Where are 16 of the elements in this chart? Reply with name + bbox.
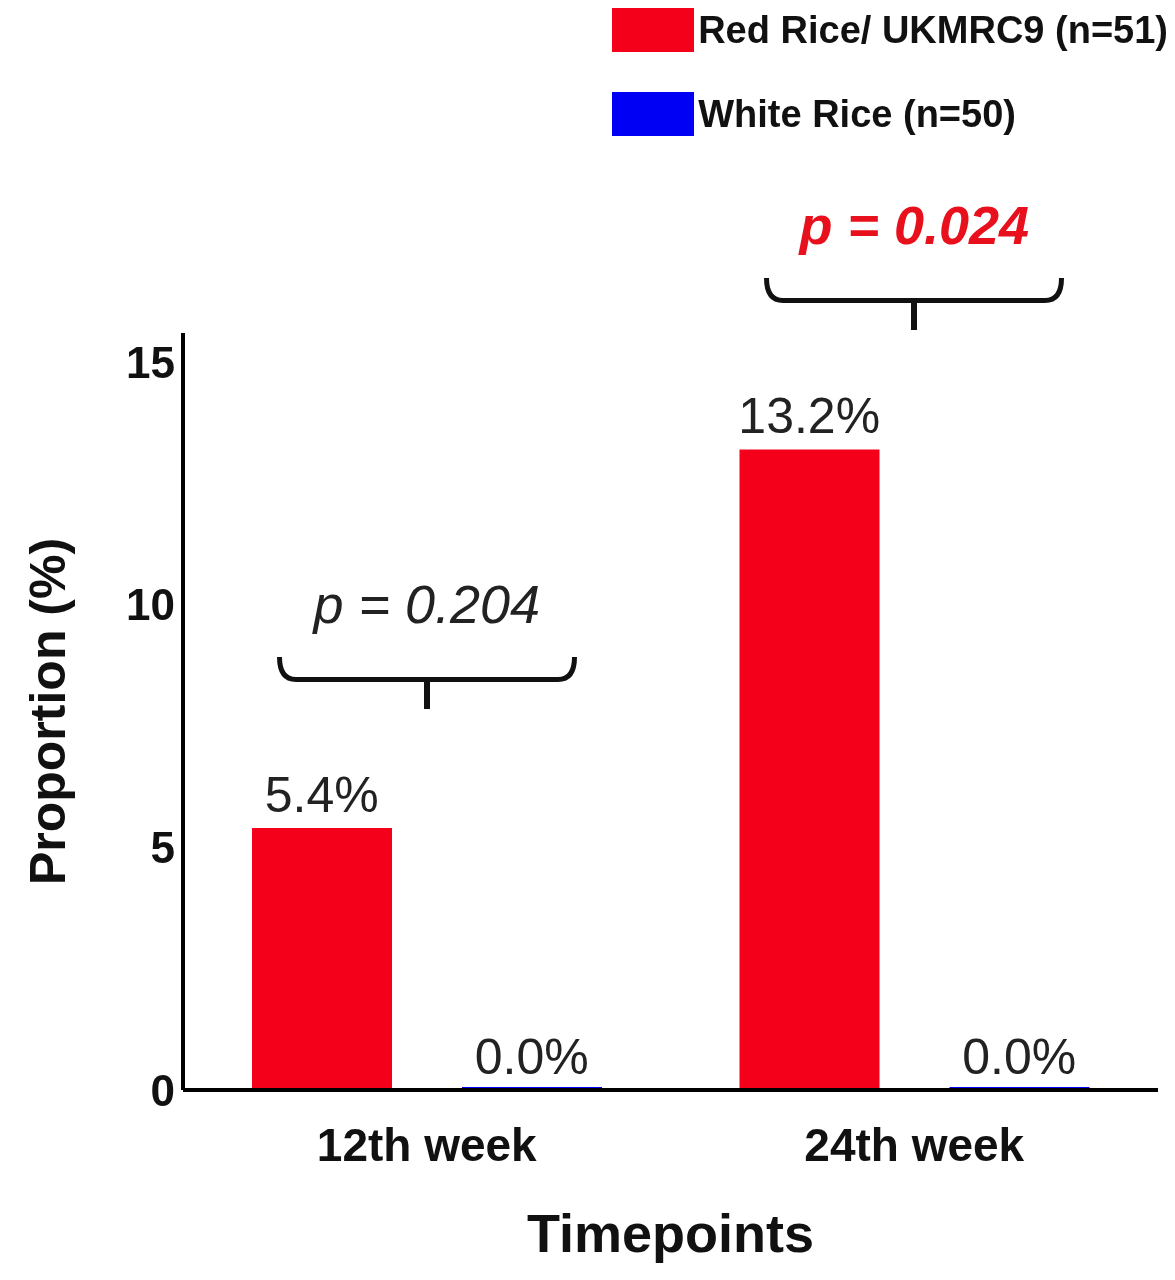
data-label: 0.0% bbox=[962, 1029, 1077, 1085]
text: p = 0.024 bbox=[797, 194, 1031, 257]
y-tick-label: 5 bbox=[150, 822, 175, 872]
legend-label: White Rice (n=50) bbox=[698, 92, 1016, 136]
y-axis-title: Proportion (%) bbox=[20, 537, 76, 886]
data-label: 13.2% bbox=[738, 388, 881, 445]
y-tick-label: 15 bbox=[126, 337, 175, 387]
data-label: 5.4% bbox=[264, 766, 379, 823]
legend-label: Red Rice/ UKMRC9 (n=51) bbox=[698, 8, 1168, 52]
y-tick-label: 10 bbox=[126, 580, 175, 630]
annotation: p = 0.204 bbox=[311, 572, 542, 635]
x-axis-title: Timepoints bbox=[526, 1203, 815, 1263]
x-tick-label: 12th week bbox=[316, 1118, 538, 1171]
data-label: 0.0% bbox=[474, 1029, 589, 1085]
y-tick-label: 0 bbox=[150, 1065, 175, 1115]
x-tick-label: 24th week bbox=[804, 1118, 1025, 1171]
